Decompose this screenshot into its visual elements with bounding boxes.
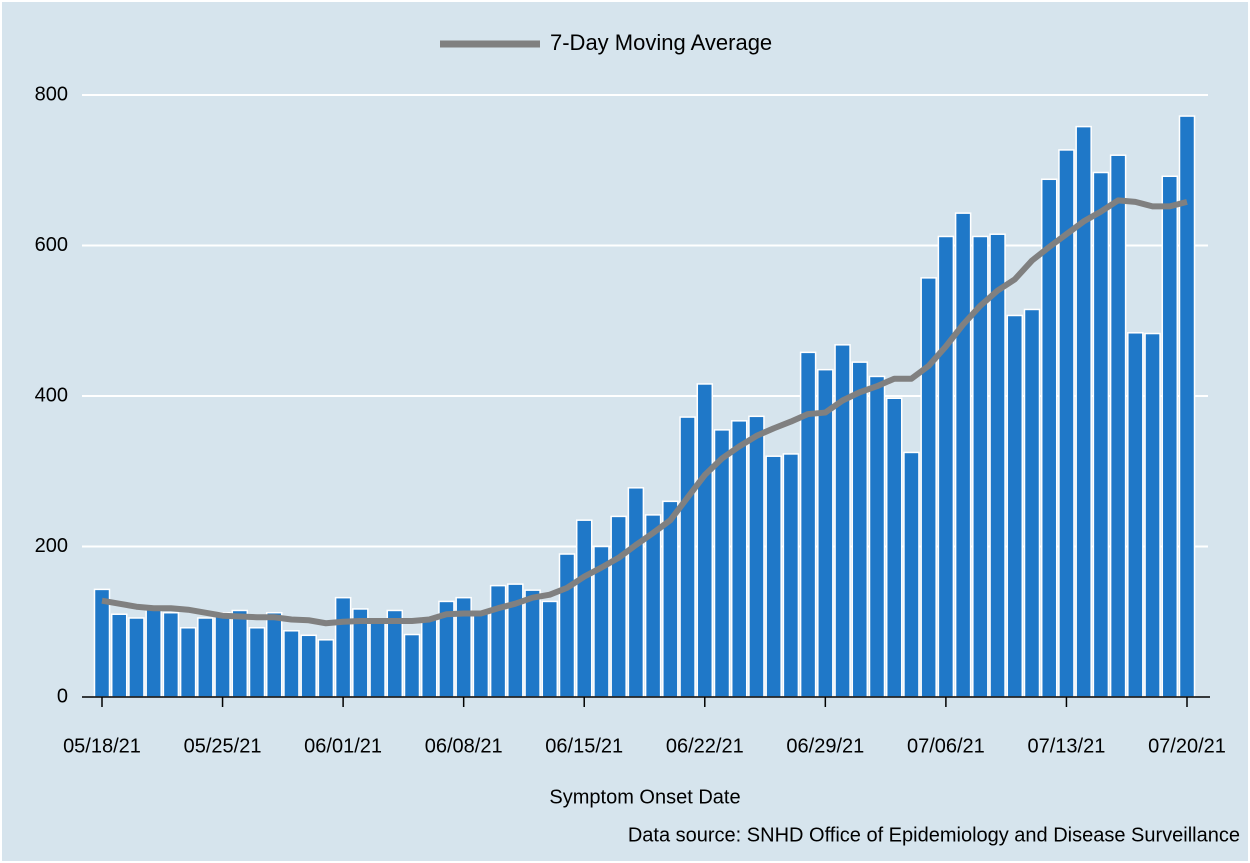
x-tick-label: 05/25/21 xyxy=(184,735,262,757)
bar xyxy=(1109,154,1127,698)
bar xyxy=(817,368,834,698)
bar xyxy=(472,611,490,698)
y-tick-label: 800 xyxy=(35,83,68,105)
bar xyxy=(145,607,162,698)
bar xyxy=(1092,171,1110,698)
x-tick-label: 07/06/21 xyxy=(907,735,985,757)
bar xyxy=(903,451,920,698)
x-axis-label: Symptom Onset Date xyxy=(549,786,740,808)
bar xyxy=(610,515,627,698)
bar xyxy=(403,633,421,698)
bar xyxy=(197,617,214,698)
bar xyxy=(954,212,972,698)
bar xyxy=(937,235,955,698)
y-tick-label: 200 xyxy=(35,535,68,557)
bar xyxy=(1040,178,1058,698)
bar xyxy=(541,600,559,698)
bar xyxy=(989,233,1006,698)
bar xyxy=(283,630,300,698)
bar xyxy=(1023,308,1041,698)
bar xyxy=(317,639,335,698)
bar xyxy=(214,611,231,698)
bar xyxy=(713,429,731,698)
moving-average-line xyxy=(101,197,1188,627)
bar xyxy=(851,361,869,698)
x-tick-label: 05/18/21 xyxy=(63,735,141,757)
bar xyxy=(748,415,765,698)
bar xyxy=(662,500,679,698)
bar xyxy=(369,621,386,698)
bar xyxy=(248,627,266,698)
bar xyxy=(868,375,886,698)
bar xyxy=(265,611,283,698)
bar xyxy=(179,627,197,698)
bar xyxy=(627,487,645,698)
bar xyxy=(334,596,352,698)
bar xyxy=(1075,125,1092,698)
bar xyxy=(1006,314,1024,698)
legend-label: 7-Day Moving Average xyxy=(550,30,772,55)
bar xyxy=(162,611,180,698)
bar xyxy=(128,617,145,698)
bar xyxy=(558,553,576,698)
x-tick-label: 06/01/21 xyxy=(304,735,382,757)
bar xyxy=(420,617,438,698)
y-tick-label: 0 xyxy=(57,685,68,707)
source-note: Data source: SNHD Office of Epidemiology… xyxy=(628,824,1240,846)
x-tick-label: 06/15/21 xyxy=(545,735,623,757)
bar xyxy=(730,420,748,698)
bar xyxy=(1144,332,1161,698)
bar xyxy=(1127,332,1144,698)
bar xyxy=(1161,175,1179,698)
bar xyxy=(885,397,903,698)
x-tick-label: 07/20/21 xyxy=(1148,735,1226,757)
bar xyxy=(765,455,782,698)
bar xyxy=(696,383,714,698)
bar xyxy=(93,588,111,698)
bar xyxy=(110,613,128,698)
bar xyxy=(300,634,317,698)
y-tick-label: 600 xyxy=(35,234,68,256)
x-tick-label: 06/29/21 xyxy=(786,735,864,757)
x-tick-label: 07/13/21 xyxy=(1028,735,1106,757)
bar xyxy=(799,351,817,698)
bar xyxy=(231,609,249,698)
bar xyxy=(782,453,800,698)
bar xyxy=(920,277,937,698)
bar xyxy=(575,519,593,698)
bar xyxy=(489,584,507,698)
bar xyxy=(644,514,662,698)
y-tick-label: 400 xyxy=(35,384,68,406)
bar xyxy=(679,416,696,698)
x-tick-label: 06/08/21 xyxy=(425,735,503,757)
bar xyxy=(524,589,541,698)
x-tick-label: 06/22/21 xyxy=(666,735,744,757)
